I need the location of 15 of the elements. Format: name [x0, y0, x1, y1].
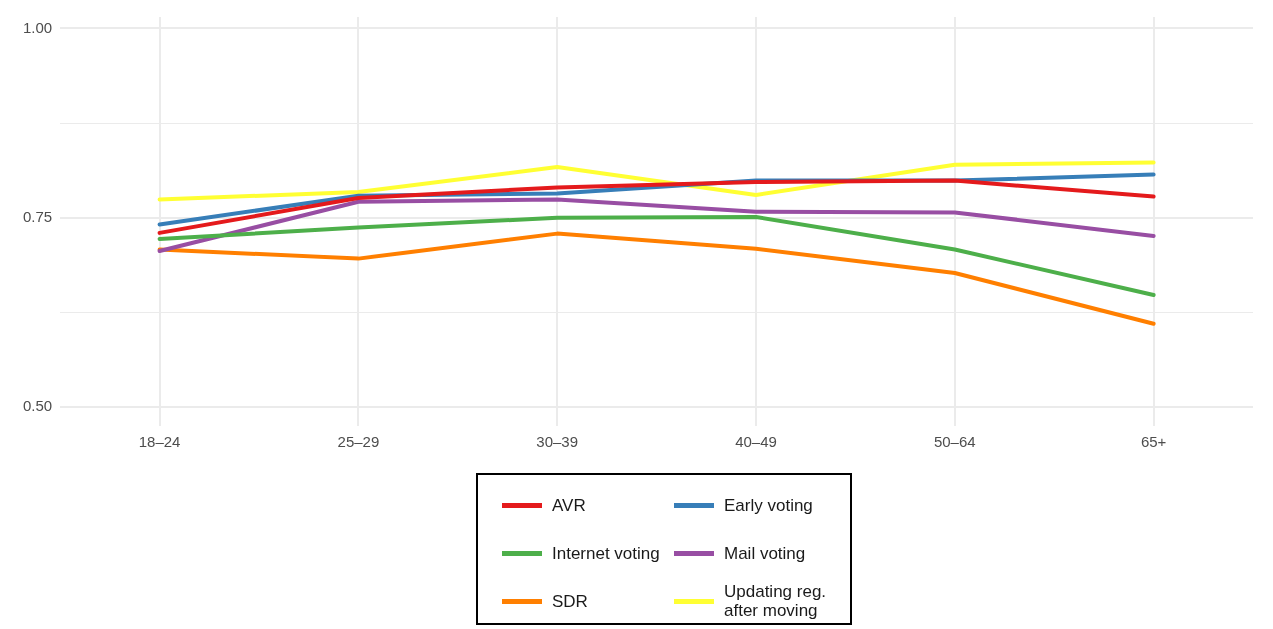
legend-label: Mail voting	[724, 543, 807, 563]
legend-label: Early voting	[724, 495, 814, 515]
legend-label: Internet voting	[552, 543, 661, 563]
legend-label: SDR	[552, 591, 589, 611]
x-tick-label: 65+	[1140, 433, 1167, 451]
x-tick-label: 40–49	[735, 433, 777, 451]
y-tick-label: 1.00	[22, 18, 53, 36]
legend-label: AVR	[552, 495, 587, 515]
x-tick-label: 25–29	[337, 433, 380, 451]
x-tick-label: 30–39	[536, 433, 579, 451]
legend-label: Updating reg. after moving	[724, 582, 828, 620]
y-tick-label: 0.50	[22, 397, 53, 415]
x-tick-label: 18–24	[138, 433, 181, 451]
x-tick-label: 50–64	[933, 433, 976, 451]
y-tick-label: 0.75	[22, 207, 53, 225]
